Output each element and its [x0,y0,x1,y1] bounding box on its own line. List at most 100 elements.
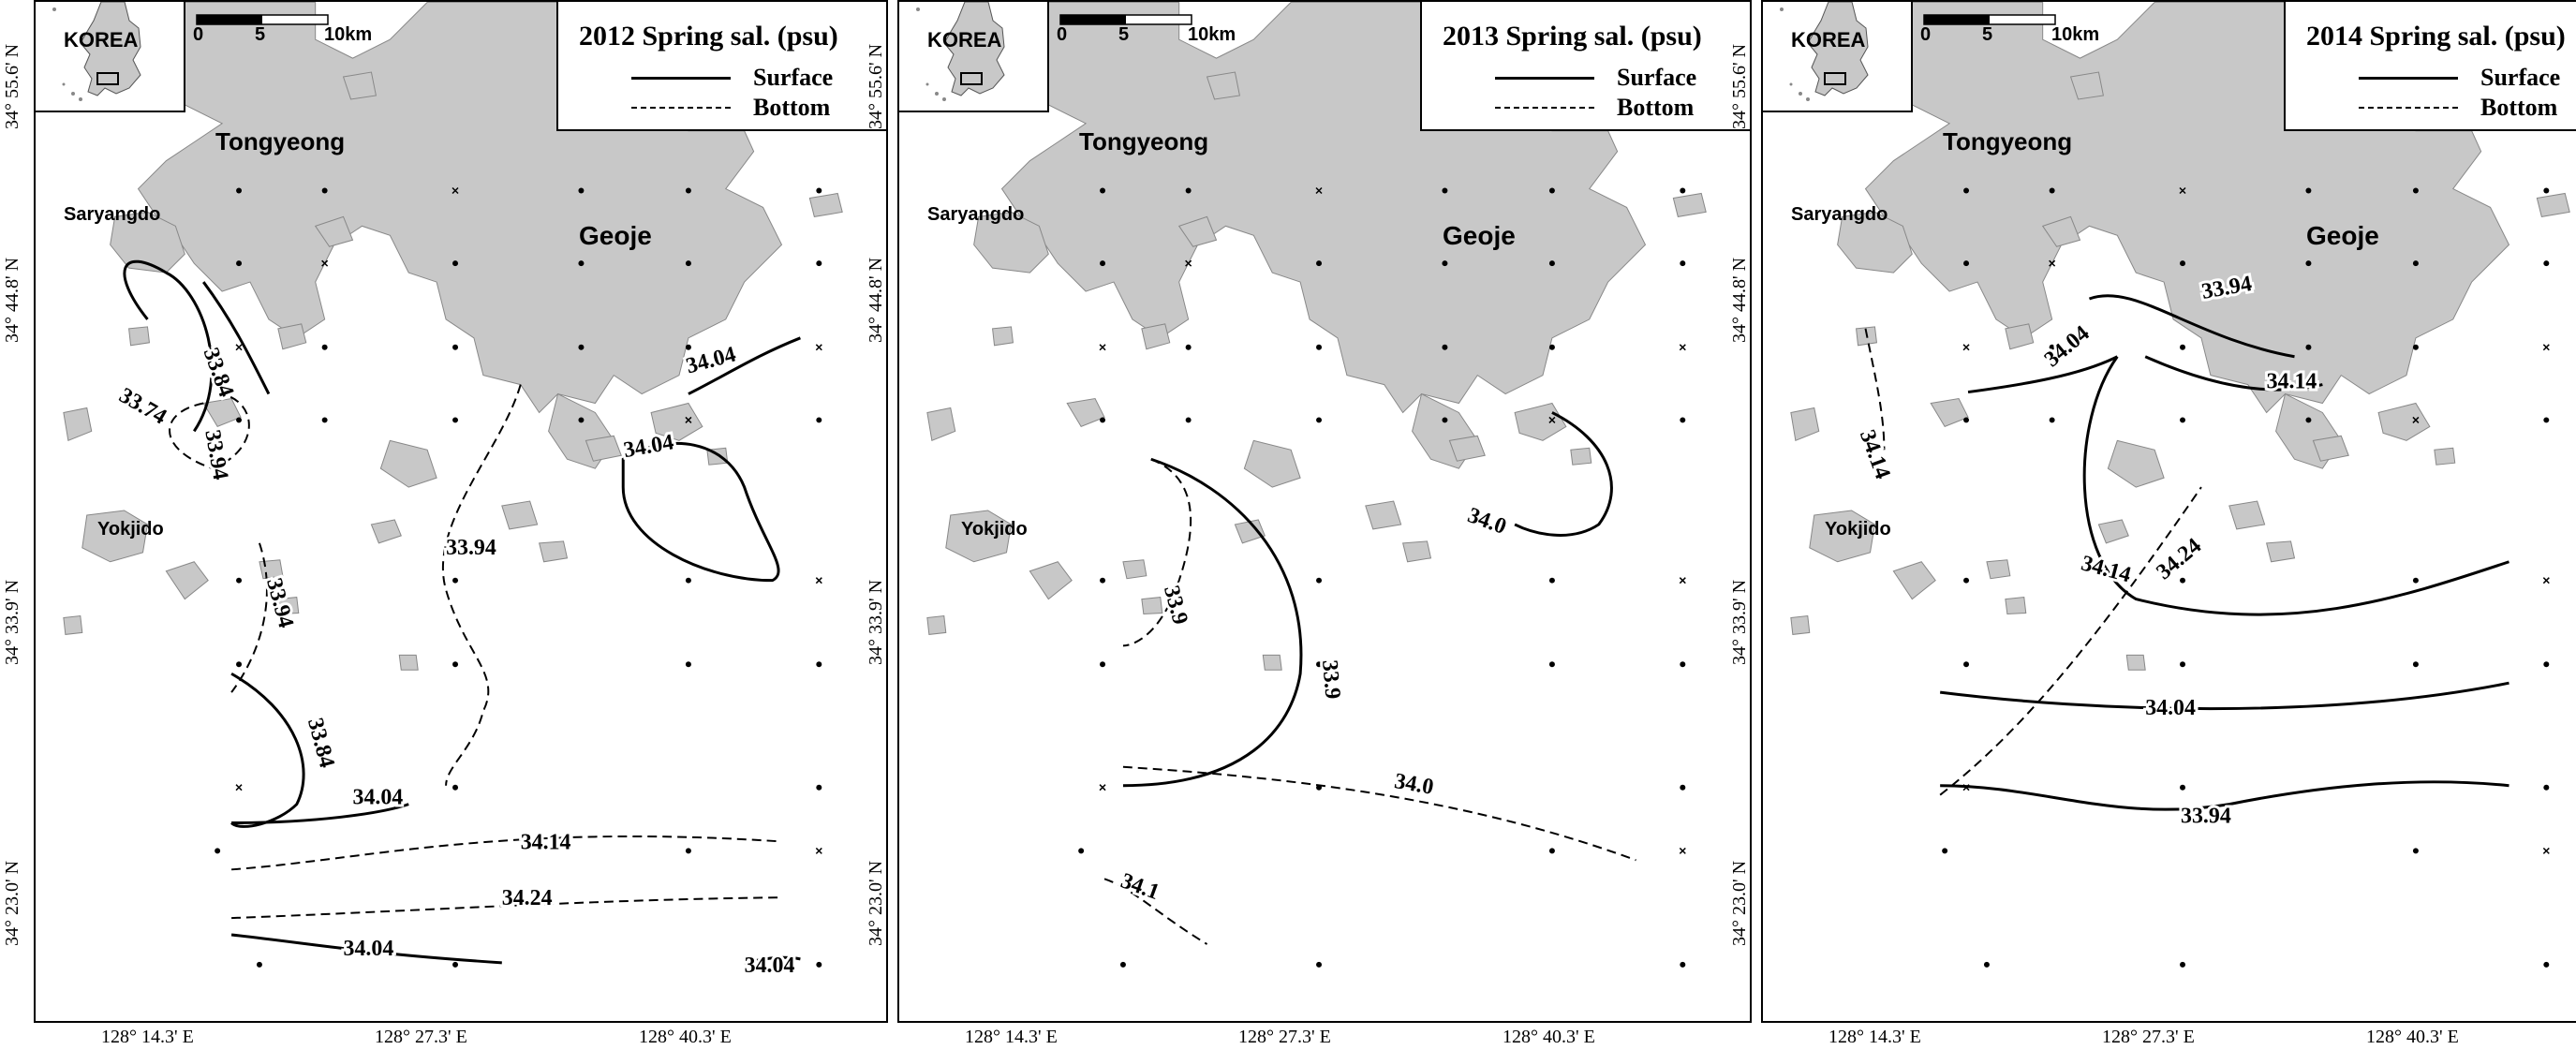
station-marker [578,417,585,423]
station-marker-cross [815,847,822,854]
korea-inset-map: KOREA [36,2,185,112]
station-marker [2543,417,2550,423]
land-polygon [2041,215,2081,247]
legend-bottom-line [2359,107,2458,109]
map-panel-2012: 33.74 33.84 33.94 34.04 34.04 33.94 33.94 33.84… [34,0,888,1023]
land-polygon [1206,71,1240,100]
legend: 2014 Spring sal. (psu) Surface Bottom [2284,2,2576,131]
surface-contour-line [230,672,305,828]
scale-five: 5 [1982,24,1993,45]
place-saryangdo: Saryangdo [927,204,1025,225]
station-marker [2180,784,2186,791]
place-saryangdo: Saryangdo [64,204,161,225]
station-marker-cross [1679,577,1686,584]
legend-surface-line [1495,76,1594,80]
scale-bar-graphic [1059,14,1192,25]
land-polygon [501,500,539,530]
scale-zero: 0 [193,24,204,45]
station-marker [2180,577,2186,584]
land-polygon [1672,192,1707,217]
station-marker [2305,187,2312,194]
land-polygon [2536,192,2570,217]
land-polygon [81,510,149,563]
station-marker-cross [1185,259,1192,267]
station-marker [1185,417,1192,423]
korea-outline-icon [916,2,1005,101]
station-marker-cross [1099,344,1106,351]
land-polygon [945,510,1013,563]
land-polygon [1892,561,1936,600]
station-marker [2180,961,2186,968]
contour-label: 34.04 [2145,696,2196,720]
longitude-label: 128° 27.3' E [2102,1027,2195,1047]
station-marker [2180,260,2186,267]
surface-contour-line [621,441,780,583]
land-polygon [63,407,93,442]
land-polygon [63,614,83,635]
contour-label: 34.14 [521,830,571,854]
station-marker [816,661,822,668]
surface-contour-line [1939,681,2509,711]
contour-label: 33.84 [199,345,239,400]
contour-label: 33.94 [446,536,496,560]
land-polygon [1570,447,1592,466]
surface-contour-line [2088,294,2295,359]
legend-bottom-line [631,107,731,109]
latitude-label: 34° 23.0' N [2,860,22,946]
land-polygon [1066,397,1105,428]
station-marker [1548,577,1555,584]
station-marker [1548,260,1555,267]
station-marker [816,784,822,791]
surface-contour-line [123,259,214,433]
place-tongyeong: Tongyeong [1079,127,1209,155]
station-marker [215,848,221,854]
place-geoje: Geoje [2306,221,2379,250]
station-marker [2305,260,2312,267]
station-marker [236,187,243,194]
bottom-contour-line [231,896,782,920]
contour-label: 34.04 [353,786,404,810]
station-marker [1680,187,1686,194]
land-polygon [1930,397,1969,428]
contour-label: 34.14 [2079,551,2134,587]
station-marker-cross [2412,416,2420,423]
land-layer [1790,2,2570,671]
land-polygon [259,559,284,580]
station-marker [321,187,328,194]
bottom-contour-line [1864,328,1886,451]
land-polygon [2005,323,2035,350]
land-polygon [926,407,956,442]
surface-contour-line [1940,780,2509,811]
land-layer [63,2,843,671]
scale-zero: 0 [1057,24,1068,45]
land-polygon [1141,597,1163,615]
land-polygon [277,597,300,615]
station-marker [2543,661,2550,668]
station-marker [236,260,243,267]
station-marker-cross [1099,784,1106,791]
station-marker [1119,961,1126,968]
station-marker-cross [1679,847,1686,854]
station-marker [1963,260,1970,267]
station-marker [236,577,243,584]
land-polygon [2097,519,2129,544]
land-polygon [2069,71,2104,100]
land-polygon [2434,447,2456,466]
land-polygon [1514,402,1567,441]
station-marker [2180,344,2186,350]
surface-contour-line [2144,355,2323,392]
contour-label: 33.94 [200,428,232,481]
station-marker-cross [1315,186,1323,195]
scale-bar: 0 5 10km [1915,2,2102,58]
station-marker [816,417,822,423]
station-marker [2049,344,2055,350]
land-polygon [973,211,1049,274]
station-marker [1548,661,1555,668]
station-marker [2412,577,2419,584]
surface-contour-line [231,803,409,825]
station-marker [1100,260,1106,267]
station-marker-cross [235,344,243,351]
station-marker [2412,260,2419,267]
station-marker-cross [685,416,692,423]
